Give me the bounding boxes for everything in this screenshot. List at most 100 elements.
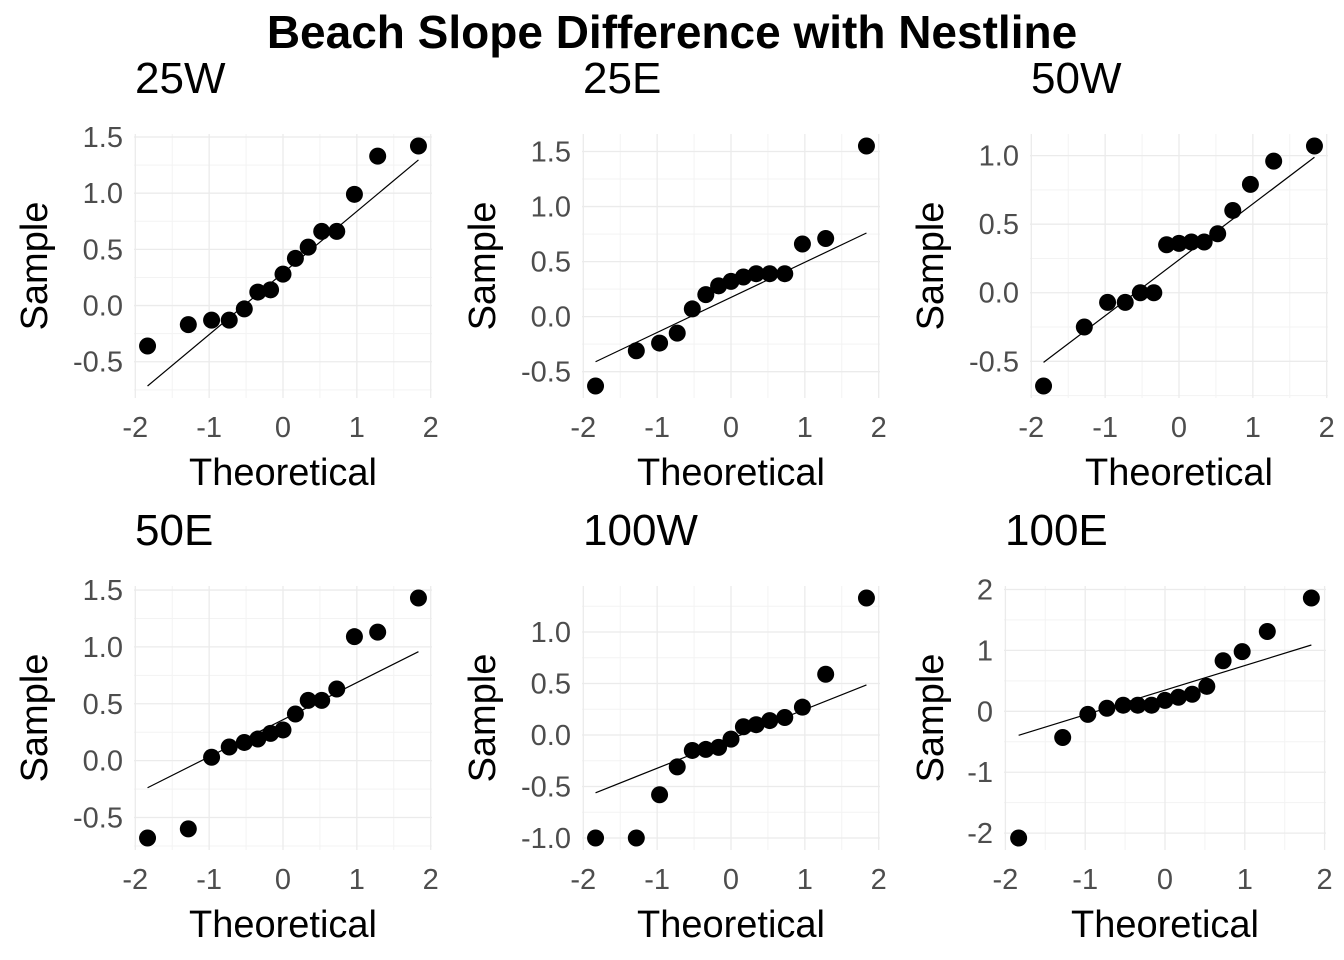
qq-point — [651, 334, 669, 352]
x-tick-label: -1 — [1092, 412, 1118, 444]
x-tick-label: 2 — [1317, 864, 1333, 896]
x-tick-label: -2 — [570, 412, 596, 444]
y-tick-label: 1.5 — [83, 575, 123, 607]
x-tick-label: 1 — [797, 864, 813, 896]
qq-point — [409, 137, 427, 155]
x-axis-label: Theoretical — [637, 904, 825, 946]
qq-point — [793, 698, 811, 716]
qq-point — [286, 249, 304, 267]
y-axis-label: Sample — [462, 202, 504, 331]
qq-point — [139, 337, 157, 355]
qq-point — [710, 738, 728, 756]
panel-title: 100W — [583, 506, 698, 555]
x-tick-label: 1 — [349, 412, 365, 444]
x-axis-label: Theoretical — [637, 452, 825, 494]
x-tick-label: 2 — [871, 864, 887, 896]
y-tick-label: 1.0 — [979, 141, 1019, 173]
panel-100W: -2 -1 0 1 2 -1.0 -0.5 0.0 0.5 1.0 100W Theoretical S… — [462, 506, 887, 946]
qq-point — [1209, 225, 1227, 243]
qq-point — [345, 628, 363, 646]
y-tick-label: 1.0 — [531, 192, 571, 224]
qq-point — [1156, 691, 1174, 709]
qq-point — [668, 324, 686, 342]
qq-point — [761, 712, 779, 730]
qq-point — [1035, 377, 1053, 395]
qq-point — [179, 316, 197, 334]
y-axis-label: Sample — [462, 654, 504, 783]
x-tick-label: 1 — [797, 412, 813, 444]
qq-point — [734, 718, 752, 736]
y-tick-label: -1 — [967, 757, 993, 789]
qq-point — [1195, 233, 1213, 251]
y-tick-label: -0.5 — [73, 347, 123, 379]
qq-point — [587, 829, 605, 847]
qq-point — [328, 222, 346, 240]
qq-point — [286, 705, 304, 723]
y-tick-label: 0.5 — [83, 234, 123, 266]
qq-point — [587, 377, 605, 395]
qq-point — [1258, 623, 1276, 641]
qq-point — [857, 589, 875, 607]
qq-point — [857, 137, 875, 155]
qq-point — [179, 820, 197, 838]
qq-point — [651, 786, 669, 804]
qq-point — [722, 730, 740, 748]
chart-title: Beach Slope Difference with Nestline — [267, 6, 1077, 58]
qq-point — [313, 691, 331, 709]
x-tick-label: 0 — [1157, 864, 1173, 896]
y-axis-label: Sample — [14, 202, 56, 331]
panel-title: 25E — [583, 54, 661, 103]
panel-title: 50E — [135, 506, 213, 555]
qq-point — [345, 185, 363, 203]
qq-point — [734, 268, 752, 286]
qq-point — [235, 733, 253, 751]
y-tick-label: -2 — [967, 818, 993, 850]
qq-point — [203, 748, 221, 766]
y-tick-label: 0.5 — [531, 247, 571, 279]
qq-point — [1158, 236, 1176, 254]
x-tick-label: 1 — [349, 864, 365, 896]
y-tick-label: -0.5 — [521, 771, 571, 803]
qq-point — [776, 708, 794, 726]
qq-point — [249, 283, 267, 301]
qq-point — [274, 265, 292, 283]
x-tick-label: -2 — [1018, 412, 1044, 444]
qq-point — [1010, 829, 1028, 847]
panel-100E: -2 -1 0 1 2 -2 -1 0 1 2 100E Theoretical Sample — [910, 506, 1333, 946]
qq-point — [203, 311, 221, 329]
x-tick-label: 1 — [1237, 864, 1253, 896]
qq-point — [1224, 201, 1242, 219]
qq-point — [776, 265, 794, 283]
qq-point — [668, 758, 686, 776]
y-tick-label: 0.5 — [531, 668, 571, 700]
qq-point — [1099, 293, 1117, 311]
qq-reference-line — [595, 232, 867, 363]
x-axis-label: Theoretical — [189, 452, 377, 494]
y-tick-label: -0.5 — [73, 803, 123, 835]
y-tick-label: 1.0 — [83, 632, 123, 664]
qq-point — [1114, 696, 1132, 714]
y-tick-label: 1 — [977, 635, 993, 667]
y-tick-label: -1.0 — [521, 823, 571, 855]
qq-point — [1198, 677, 1216, 695]
qq-point — [328, 680, 346, 698]
x-tick-label: 1 — [1245, 412, 1261, 444]
y-tick-label: 0.0 — [979, 278, 1019, 310]
qq-point — [817, 665, 835, 683]
y-tick-label: 1.0 — [531, 617, 571, 649]
qq-point — [1305, 137, 1323, 155]
qq-point — [1233, 643, 1251, 661]
x-tick-label: -1 — [644, 412, 670, 444]
qq-point — [1145, 284, 1163, 302]
x-tick-label: 0 — [275, 864, 291, 896]
x-axis-label: Theoretical — [1071, 904, 1259, 946]
x-tick-label: -1 — [196, 864, 222, 896]
qq-point — [1214, 652, 1232, 670]
y-tick-label: -0.5 — [969, 346, 1019, 378]
x-tick-label: 2 — [871, 412, 887, 444]
x-tick-label: -2 — [992, 864, 1018, 896]
qq-point — [262, 281, 280, 299]
qq-point — [683, 741, 701, 759]
panel-title: 25W — [135, 54, 226, 103]
qq-point — [1302, 589, 1320, 607]
